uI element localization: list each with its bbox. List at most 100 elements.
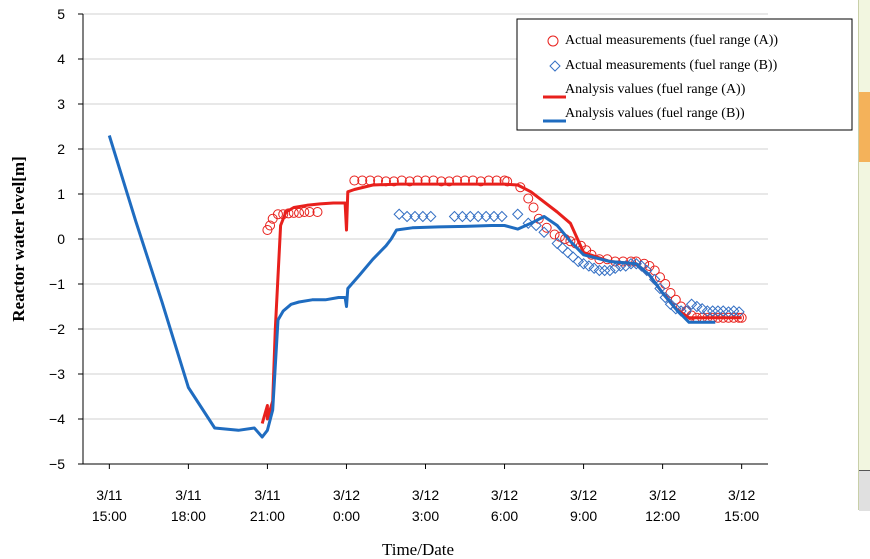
data-point (691, 300, 703, 313)
x-tick-time: 21:00 (250, 508, 285, 524)
data-point (523, 193, 534, 204)
data-point (475, 176, 486, 187)
x-tick-time: 15:00 (92, 508, 127, 524)
y-tick-label: −5 (49, 456, 65, 472)
side-panel-band (859, 92, 870, 162)
data-point (541, 222, 552, 233)
y-tick-label: 4 (57, 51, 65, 67)
legend-label-1: Actual measurements (fuel range (B)) (565, 58, 778, 73)
data-point (549, 229, 560, 240)
x-tick-time: 9:00 (570, 508, 597, 524)
x-tick-date: 3/11 (96, 487, 122, 503)
data-point (577, 258, 590, 270)
legend-swatch-1 (549, 60, 561, 72)
x-tick-date: 3/12 (728, 487, 755, 503)
data-point (312, 207, 323, 217)
x-tick-time: 0:00 (333, 508, 360, 524)
data-point (444, 176, 455, 187)
data-point (562, 246, 574, 259)
data-point (685, 298, 698, 310)
data-point (712, 305, 724, 317)
data-point (456, 210, 469, 223)
y-ticks: 5 4 3 2 1 0 −1 −2 −3 −4 −5 (49, 6, 83, 472)
data-point (706, 305, 719, 317)
data-point (265, 220, 276, 231)
data-point (425, 210, 437, 223)
data-point (472, 210, 484, 223)
y-tick-label: 1 (57, 186, 65, 202)
legend: Actual measurements (fuel range (A)) Actu… (516, 18, 853, 131)
data-point (448, 210, 461, 223)
data-point (512, 208, 524, 220)
data-point (272, 209, 283, 220)
data-point (299, 207, 310, 217)
data-point (409, 210, 421, 223)
data-point (664, 298, 677, 310)
y-tick-label: −3 (49, 366, 65, 382)
data-point (614, 260, 627, 272)
y-tick-label: −2 (49, 321, 65, 337)
x-tick-date: 3/12 (649, 487, 676, 503)
data-point (357, 175, 368, 186)
data-point (528, 202, 539, 213)
x-tick-date: 3/11 (254, 487, 280, 503)
data-point (604, 264, 616, 277)
x-tick-date: 3/12 (570, 487, 597, 503)
data-point (401, 210, 413, 223)
x-ticks: 3/11 15:00 3/11 18:00 3/11 21:00 3/12 0:00 3/12 3… (92, 464, 759, 524)
data-point (556, 242, 569, 254)
x-axis-title: Time/Date (382, 540, 454, 559)
x-tick-date: 3/12 (491, 487, 518, 503)
y-tick-label: −1 (49, 276, 65, 292)
data-point (696, 303, 708, 315)
y-tick-label: 2 (57, 141, 65, 157)
data-point (404, 176, 415, 187)
data-point (388, 176, 399, 187)
data-point (551, 237, 563, 250)
y-axis-title: Reactor water level[m] (9, 156, 28, 322)
data-point (565, 236, 576, 247)
data-point (538, 226, 550, 238)
x-tick-date: 3/12 (333, 487, 360, 503)
x-tick-date: 3/11 (175, 487, 201, 503)
x-tick-time: 6:00 (491, 508, 518, 524)
data-point (417, 210, 429, 223)
legend-box (516, 18, 853, 131)
data-point (304, 207, 315, 217)
data-point (496, 210, 508, 223)
legend-label-2: Analysis values (fuel range (A)) (565, 82, 746, 97)
data-point (502, 176, 513, 187)
y-tick-label: 3 (57, 96, 65, 112)
side-panel-base (859, 470, 870, 511)
data-point (588, 262, 600, 274)
series (107, 135, 747, 439)
data-point (488, 210, 500, 223)
data-point (436, 176, 447, 187)
y-tick-label: 0 (57, 231, 65, 247)
data-point (659, 291, 671, 304)
data-point (701, 305, 714, 317)
side-panel-strip (858, 0, 870, 511)
data-point (294, 207, 305, 218)
data-point (464, 210, 476, 223)
data-point (567, 251, 579, 263)
data-point (583, 260, 595, 272)
data-point (598, 264, 611, 277)
data-point (572, 255, 585, 268)
x-tick-time: 18:00 (171, 508, 206, 524)
x-tick-date: 3/12 (412, 487, 439, 503)
y-tick-label: 5 (57, 6, 65, 22)
data-point (480, 210, 492, 223)
data-point (654, 272, 665, 283)
data-point (593, 264, 606, 277)
series-line-3 (107, 135, 716, 439)
y-tick-label: −4 (49, 411, 65, 427)
data-point (349, 175, 360, 186)
x-tick-time: 15:00 (724, 508, 759, 524)
legend-label-0: Actual measurements (fuel range (A)) (565, 33, 778, 48)
x-tick-time: 12:00 (645, 508, 680, 524)
data-point (609, 262, 621, 274)
data-point (393, 208, 405, 220)
x-tick-time: 3:00 (412, 508, 439, 524)
